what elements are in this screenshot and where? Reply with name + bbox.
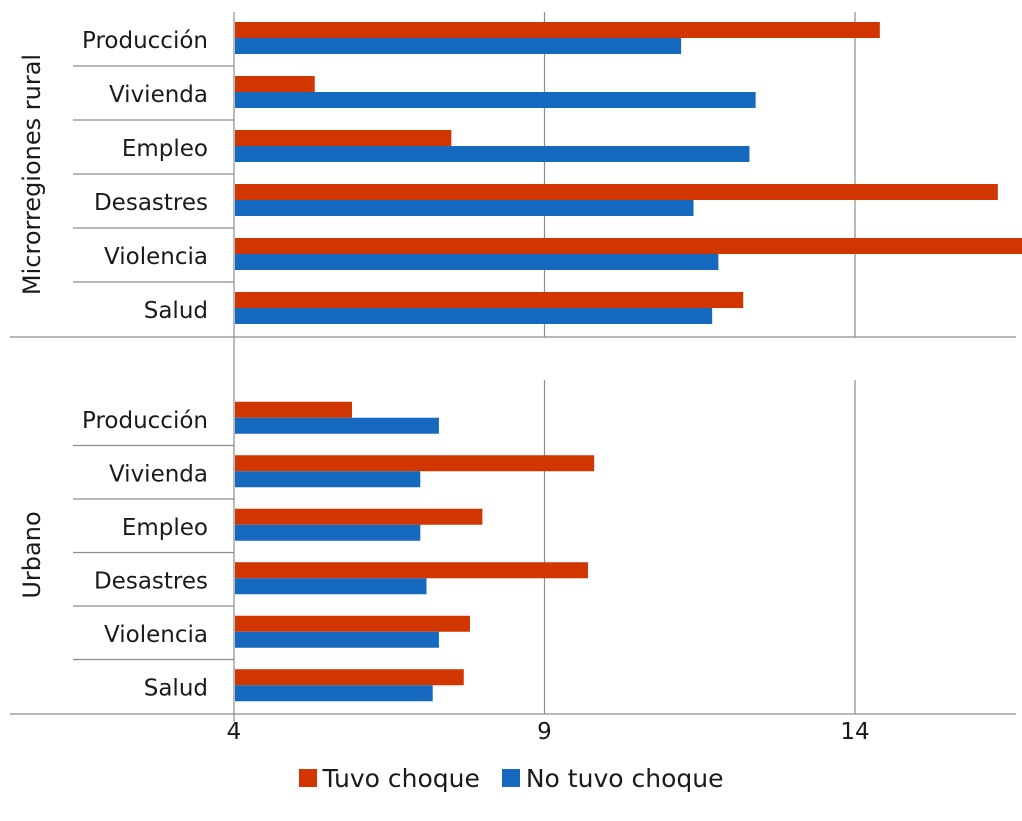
bar-tuvo-choque [235, 669, 464, 686]
legend-item-no-tuvo-choque: No tuvo choque [501, 763, 724, 793]
x-tick-label: 14 [840, 719, 869, 745]
legend: Tuvo choque No tuvo choque [0, 758, 1022, 798]
bar-tuvo-choque [235, 130, 452, 146]
group-label: Urbano [18, 511, 46, 598]
bar-tuvo-choque [235, 562, 588, 579]
group-label: Microrregiones rural [18, 54, 46, 295]
bar-no-tuvo-choque [235, 254, 719, 270]
legend-swatch-no-tuvo-choque [501, 769, 520, 787]
bar-no-tuvo-choque [235, 685, 433, 702]
bar-tuvo-choque [235, 292, 744, 308]
bar-tuvo-choque [235, 76, 315, 92]
legend-label-no-tuvo-choque: No tuvo choque [525, 763, 724, 793]
bar-no-tuvo-choque [235, 631, 439, 648]
category-label: Empleo [122, 515, 208, 541]
bar-tuvo-choque [235, 238, 1022, 254]
category-label: Desastres [94, 568, 208, 594]
bar-tuvo-choque [235, 455, 595, 472]
bar-no-tuvo-choque [235, 200, 694, 216]
x-tick-label: 4 [227, 719, 242, 745]
bar-no-tuvo-choque [235, 92, 756, 108]
category-label: Salud [144, 675, 208, 701]
category-label: Vivienda [109, 82, 208, 108]
category-label: Producción [82, 408, 208, 434]
bar-tuvo-choque [235, 615, 470, 632]
category-label: Empleo [122, 136, 208, 162]
bar-tuvo-choque [235, 184, 998, 200]
bar-no-tuvo-choque [235, 524, 421, 541]
legend-label-tuvo-choque: Tuvo choque [322, 763, 480, 793]
category-label: Producción [82, 28, 208, 54]
bar-tuvo-choque [235, 508, 483, 525]
category-label: Salud [144, 298, 208, 324]
bar-no-tuvo-choque [235, 38, 682, 54]
bar-no-tuvo-choque [235, 578, 427, 595]
legend-item-tuvo-choque: Tuvo choque [298, 763, 480, 793]
bar-no-tuvo-choque [235, 471, 421, 488]
bar-no-tuvo-choque [235, 146, 750, 162]
bar-no-tuvo-choque [235, 417, 439, 434]
bar-tuvo-choque [235, 22, 880, 38]
category-label: Vivienda [109, 461, 208, 487]
bar-tuvo-choque [235, 401, 352, 418]
chart: Microrregiones rural Producción Vivienda Em… [10, 12, 1022, 745]
legend-swatch-tuvo-choque [298, 769, 317, 787]
category-label: Violencia [104, 622, 208, 648]
bar-no-tuvo-choque [235, 308, 713, 324]
x-tick-label: 9 [537, 719, 552, 745]
category-label: Violencia [104, 244, 208, 270]
category-label: Desastres [94, 190, 208, 216]
